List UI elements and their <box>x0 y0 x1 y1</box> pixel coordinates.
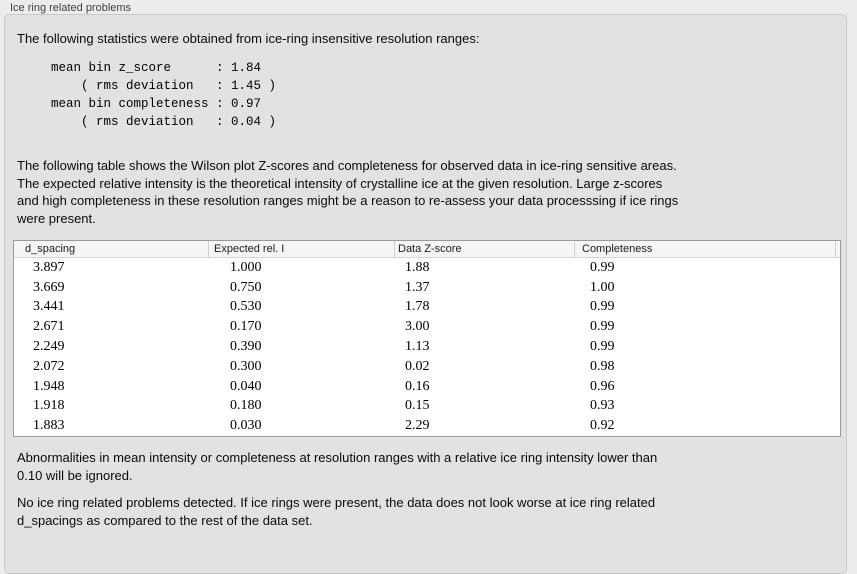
table-body: 3.897 1.000 1.88 0.99 3.669 0.750 1.37 1… <box>14 258 840 436</box>
cell-expected-rel-i: 1.000 <box>230 259 262 275</box>
cell-data-z-score: 0.16 <box>405 378 430 394</box>
cell-d-spacing: 2.072 <box>33 358 65 374</box>
table-row[interactable]: 1.948 0.040 0.16 0.96 <box>14 377 840 397</box>
cell-completeness: 1.00 <box>590 279 615 295</box>
cell-completeness: 0.98 <box>590 358 615 374</box>
cell-completeness: 0.99 <box>590 259 615 275</box>
column-header-filler <box>836 241 840 257</box>
cell-expected-rel-i: 0.030 <box>230 418 262 434</box>
table-header-row: d_spacing Expected rel. I Data Z-score C… <box>14 241 840 258</box>
cell-data-z-score: 1.13 <box>405 339 430 355</box>
cell-d-spacing: 1.883 <box>33 418 65 434</box>
cell-completeness: 0.96 <box>590 378 615 394</box>
table-description: The following table shows the Wilson plo… <box>17 158 679 226</box>
cell-d-spacing: 2.249 <box>33 339 65 355</box>
cell-expected-rel-i: 0.040 <box>230 378 262 394</box>
cell-d-spacing: 3.669 <box>33 279 65 295</box>
cell-data-z-score: 1.78 <box>405 299 430 315</box>
cell-completeness: 0.92 <box>590 418 615 434</box>
cell-d-spacing: 1.948 <box>33 378 65 394</box>
column-header-d-spacing[interactable]: d_spacing <box>14 241 209 257</box>
column-header-completeness[interactable]: Completeness <box>575 241 836 257</box>
column-header-data-z-score[interactable]: Data Z-score <box>395 241 575 257</box>
cell-data-z-score: 3.00 <box>405 319 430 335</box>
cell-data-z-score: 1.88 <box>405 259 430 275</box>
cell-expected-rel-i: 0.180 <box>230 398 262 414</box>
table-row[interactable]: 1.918 0.180 0.15 0.93 <box>14 397 840 417</box>
ignore-note: Abnormalities in mean intensity or compl… <box>17 450 658 483</box>
column-header-expected-rel-i[interactable]: Expected rel. I <box>209 241 395 257</box>
conclusion-text: No ice ring related problems detected. I… <box>17 495 656 528</box>
cell-expected-rel-i: 0.170 <box>230 319 262 335</box>
table-row[interactable]: 1.883 0.030 2.29 0.92 <box>14 416 840 436</box>
table-row[interactable]: 2.671 0.170 3.00 0.99 <box>14 317 840 337</box>
ice-ring-table: d_spacing Expected rel. I Data Z-score C… <box>13 240 841 438</box>
cell-expected-rel-i: 0.750 <box>230 279 262 295</box>
cell-data-z-score: 2.29 <box>405 418 430 434</box>
stats-block: mean bin z_score : 1.84 ( rms deviation … <box>51 61 277 129</box>
intro-text: The following statistics were obtained f… <box>17 31 480 46</box>
table-row[interactable]: 3.441 0.530 1.78 0.99 <box>14 298 840 318</box>
cell-completeness: 0.99 <box>590 299 615 315</box>
cell-data-z-score: 1.37 <box>405 279 430 295</box>
cell-completeness: 0.99 <box>590 319 615 335</box>
cell-d-spacing: 1.918 <box>33 398 65 414</box>
cell-completeness: 0.93 <box>590 398 615 414</box>
table-row[interactable]: 3.897 1.000 1.88 0.99 <box>14 258 840 278</box>
cell-d-spacing: 2.671 <box>33 319 65 335</box>
ice-ring-groupbox: The following statistics were obtained f… <box>4 14 847 574</box>
cell-d-spacing: 3.441 <box>33 299 65 315</box>
table-row[interactable]: 3.669 0.750 1.37 1.00 <box>14 278 840 298</box>
cell-expected-rel-i: 0.530 <box>230 299 262 315</box>
cell-expected-rel-i: 0.390 <box>230 339 262 355</box>
cell-completeness: 0.99 <box>590 339 615 355</box>
cell-data-z-score: 0.15 <box>405 398 430 414</box>
cell-expected-rel-i: 0.300 <box>230 358 262 374</box>
table-row[interactable]: 2.072 0.300 0.02 0.98 <box>14 357 840 377</box>
table-row[interactable]: 2.249 0.390 1.13 0.99 <box>14 337 840 357</box>
cell-d-spacing: 3.897 <box>33 259 65 275</box>
cell-data-z-score: 0.02 <box>405 358 430 374</box>
groupbox-title: Ice ring related problems <box>10 2 132 14</box>
